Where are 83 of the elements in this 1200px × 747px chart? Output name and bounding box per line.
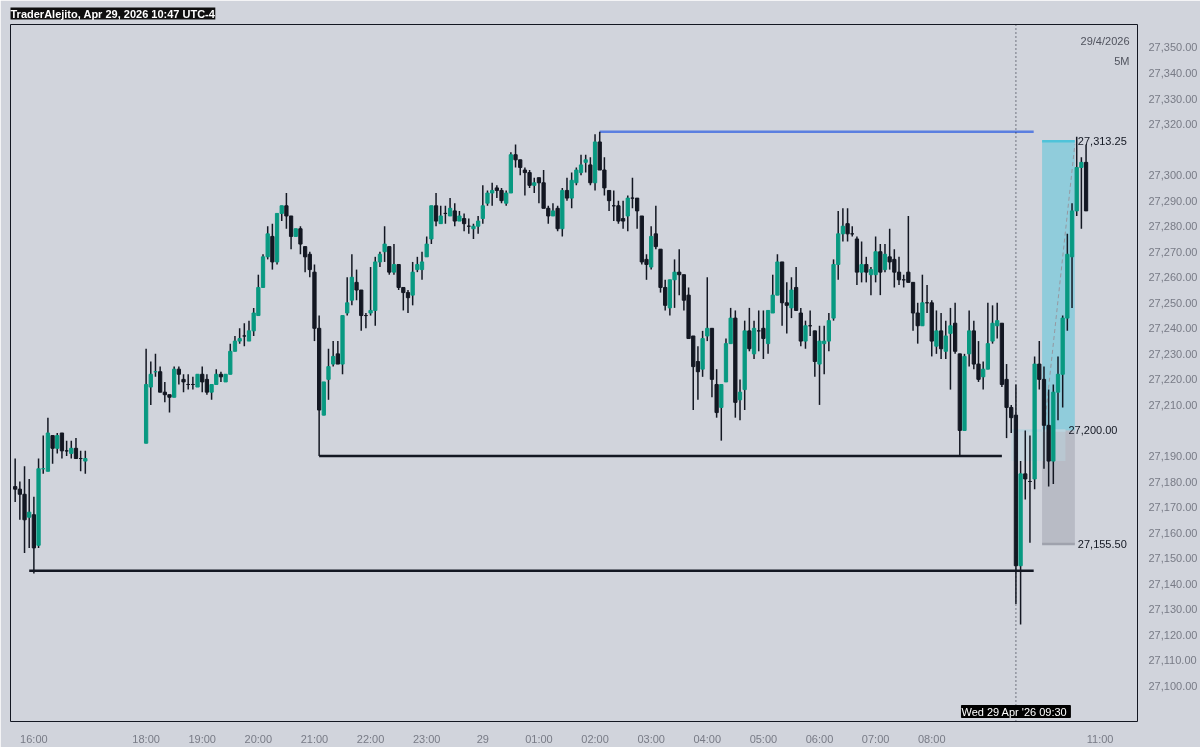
y-tick-label: 27,220.00	[1148, 373, 1198, 386]
candlestick	[653, 205, 658, 250]
candlestick	[625, 194, 630, 233]
candlestick	[616, 199, 621, 225]
candlestick	[50, 434, 55, 465]
data-label: 27,200.00	[1068, 424, 1118, 437]
y-tick-label: 27,130.00	[1148, 603, 1198, 616]
x-tick-label: 23:00	[412, 732, 441, 745]
y-tick-label: 27,290.00	[1148, 194, 1198, 207]
candlestick	[606, 189, 612, 212]
x-tick-label: 01:00	[525, 732, 553, 745]
candlestick	[405, 289, 411, 314]
candlestick	[793, 266, 799, 312]
x-tick-label: 05:00	[749, 732, 778, 745]
candlestick	[433, 192, 439, 227]
candlestick	[555, 205, 560, 233]
y-tick-label: 27,230.00	[1148, 347, 1198, 360]
x-tick-label: 20:00	[244, 732, 273, 745]
candlestick	[13, 457, 18, 503]
y-tick-label: 27,280.00	[1148, 220, 1198, 233]
y-tick-label: 27,190.00	[1148, 449, 1198, 462]
y-tick-label: 27,270.00	[1148, 245, 1198, 258]
x-tick-label: 07:00	[861, 732, 890, 745]
candlestick	[522, 166, 528, 197]
x-tick-label: 22:00	[356, 732, 385, 745]
y-tick-label: 27,330.00	[1148, 92, 1198, 105]
candlestick	[878, 243, 883, 296]
candlestick	[83, 450, 88, 475]
candlestick	[73, 437, 79, 460]
data-label: 27,155.50	[1077, 538, 1127, 551]
candlestick	[204, 373, 210, 396]
y-tick-label: 27,140.00	[1148, 577, 1198, 590]
x-tick-label: 03:00	[637, 732, 665, 745]
y-tick-label: 27,100.00	[1148, 679, 1198, 692]
candlestick	[298, 225, 303, 256]
candlestick	[948, 307, 953, 391]
x-tick-label: 08:00	[917, 732, 946, 745]
x-tick-label: 11:00	[1086, 732, 1114, 745]
y-tick-label: 27,110.00	[1148, 654, 1197, 667]
x-tick-label: 16:00	[20, 732, 48, 745]
y-tick-label: 27,150.00	[1148, 552, 1198, 565]
ref-line-label: Wed 29 Apr '26 09:30	[961, 705, 1067, 718]
y-tick-label: 27,340.00	[1148, 67, 1198, 80]
y-tick-label: 27,120.00	[1148, 628, 1198, 641]
candlestick	[564, 176, 570, 202]
candlestick	[938, 312, 944, 360]
annotation: 5M	[1114, 54, 1130, 67]
candlestick	[817, 325, 822, 406]
chart-title: TraderAlejito, Apr 29, 2026 10:47 UTC-4	[10, 7, 216, 20]
candlestick	[634, 197, 640, 230]
candlestick	[452, 202, 457, 227]
y-tick-label: 27,250.00	[1148, 296, 1198, 309]
candlestick	[59, 432, 65, 460]
candlestick	[882, 243, 888, 273]
data-label: 27,313.25	[1077, 135, 1127, 148]
x-tick-label: 06:00	[805, 732, 834, 745]
y-tick-label: 27,260.00	[1148, 271, 1198, 284]
y-tick-label: 27,300.00	[1148, 169, 1198, 182]
x-tick-label: 18:00	[132, 732, 160, 745]
candlestick	[990, 304, 995, 345]
y-tick-label: 27,180.00	[1148, 475, 1198, 488]
candlestick	[747, 307, 752, 353]
y-tick-label: 27,240.00	[1148, 322, 1198, 335]
candlestick	[845, 207, 850, 243]
candlestick	[761, 309, 766, 360]
x-tick-label: 19:00	[188, 732, 216, 745]
candlestick	[588, 156, 593, 187]
y-tick-label: 27,350.00	[1148, 41, 1198, 54]
y-tick-label: 27,160.00	[1148, 526, 1198, 539]
candlestick	[620, 199, 626, 230]
y-tick-label: 27,210.00	[1148, 398, 1198, 411]
candlestick	[158, 365, 163, 393]
x-tick-label: 02:00	[581, 732, 609, 745]
candlestick	[302, 245, 308, 273]
candlestick	[335, 340, 340, 365]
x-tick-label: 29	[476, 732, 489, 745]
y-tick-label: 27,320.00	[1148, 118, 1198, 131]
candlestick	[349, 253, 355, 307]
candlestick	[200, 365, 205, 393]
x-tick-label: 21:00	[300, 732, 329, 745]
x-tick-label: 04:00	[693, 732, 722, 745]
y-tick-label: 27,170.00	[1148, 501, 1198, 514]
annotation: 29/4/2026	[1080, 34, 1130, 47]
